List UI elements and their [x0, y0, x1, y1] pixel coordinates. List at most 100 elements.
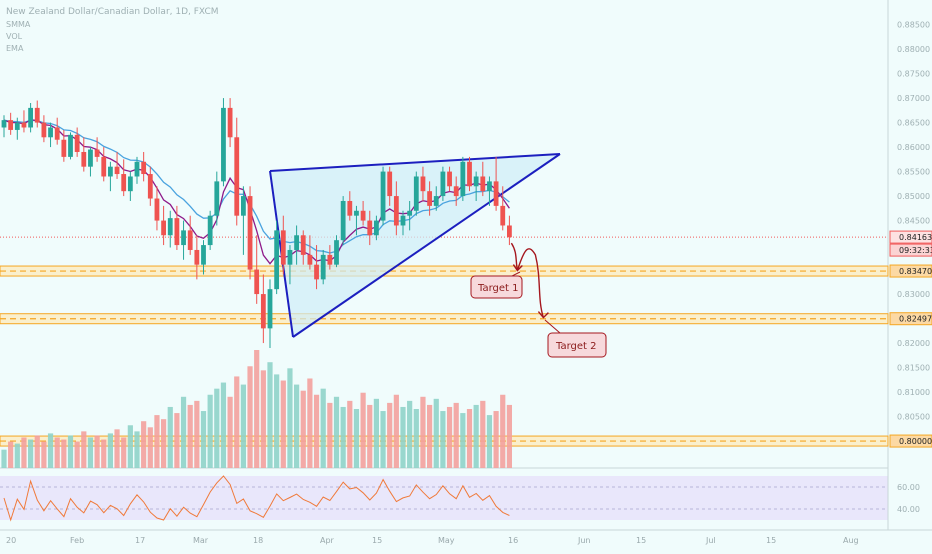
candle[interactable] — [447, 166, 452, 192]
candle[interactable] — [108, 161, 113, 192]
candle[interactable] — [254, 235, 260, 304]
wedge-upper-line[interactable] — [269, 153, 561, 172]
volume-bar — [446, 406, 453, 468]
candle[interactable] — [114, 151, 120, 179]
candle[interactable] — [507, 215, 512, 246]
candle[interactable] — [440, 166, 446, 201]
indicator-vol-label[interactable]: VOL — [6, 32, 23, 41]
candle[interactable] — [374, 215, 379, 241]
candle[interactable] — [227, 98, 233, 148]
candle[interactable] — [287, 245, 293, 285]
volume-bar — [320, 388, 326, 468]
candle[interactable] — [154, 186, 160, 231]
candle[interactable] — [201, 240, 206, 275]
candle[interactable] — [207, 210, 213, 250]
volume-bar — [327, 402, 333, 468]
candle[interactable] — [294, 225, 299, 265]
candle[interactable] — [274, 220, 280, 295]
candle[interactable] — [467, 156, 472, 192]
candle-body — [420, 176, 426, 192]
candle[interactable] — [88, 147, 93, 177]
price-tag-box — [889, 243, 932, 257]
volume-bar — [61, 439, 67, 468]
candle[interactable] — [300, 230, 306, 265]
candle[interactable] — [141, 151, 147, 182]
candle[interactable] — [221, 98, 226, 187]
target-2-label[interactable]: Target 2 — [547, 332, 607, 358]
candle[interactable] — [34, 100, 40, 128]
candle[interactable] — [460, 156, 466, 201]
candle[interactable] — [134, 156, 140, 184]
candle[interactable] — [247, 186, 253, 280]
candle[interactable] — [181, 220, 186, 260]
candle[interactable] — [327, 245, 333, 270]
candle[interactable] — [493, 156, 499, 211]
candle[interactable] — [500, 186, 506, 231]
candle[interactable] — [8, 112, 14, 135]
candle[interactable] — [167, 210, 173, 248]
candle[interactable] — [367, 210, 373, 246]
candle[interactable] — [127, 171, 133, 201]
candle[interactable] — [68, 132, 73, 160]
candle[interactable] — [420, 166, 426, 201]
candle[interactable] — [54, 117, 60, 145]
candle[interactable] — [314, 245, 319, 290]
candle[interactable] — [14, 117, 20, 140]
x-tick-label: May — [438, 536, 455, 545]
candle[interactable] — [340, 196, 346, 246]
candle[interactable] — [147, 166, 153, 206]
candle[interactable] — [187, 215, 193, 255]
volume-bar — [21, 437, 27, 468]
candle[interactable] — [28, 102, 33, 133]
candle[interactable] — [260, 274, 266, 344]
candle[interactable] — [161, 205, 166, 246]
candle[interactable] — [280, 215, 286, 275]
candle[interactable] — [241, 186, 246, 255]
candle[interactable] — [214, 171, 220, 226]
candle[interactable] — [81, 137, 87, 172]
candle[interactable] — [74, 127, 80, 157]
candle[interactable] — [234, 117, 240, 226]
indicator-smma-label[interactable]: SMMA — [6, 20, 31, 29]
candle[interactable] — [480, 161, 486, 197]
candle[interactable] — [174, 205, 180, 250]
candle[interactable] — [413, 171, 419, 216]
candle[interactable] — [433, 186, 439, 211]
candle[interactable] — [194, 235, 200, 280]
y-tick-label: 0.82000 — [897, 339, 930, 348]
candle[interactable] — [400, 210, 406, 236]
candle[interactable] — [393, 181, 399, 236]
candle[interactable] — [1, 115, 7, 138]
candle[interactable] — [427, 181, 432, 216]
candle[interactable] — [267, 279, 273, 348]
candle[interactable] — [354, 205, 359, 236]
candle[interactable] — [334, 235, 339, 268]
candle[interactable] — [473, 171, 479, 201]
target-1-label[interactable]: Target 1 — [470, 275, 523, 299]
candle[interactable] — [41, 115, 47, 143]
candle[interactable] — [387, 166, 393, 206]
arrow-head — [512, 264, 523, 272]
candle[interactable] — [487, 176, 492, 206]
candle[interactable] — [360, 200, 366, 226]
candle[interactable] — [320, 249, 326, 285]
volume-bar — [480, 400, 486, 468]
wedge-lower-line[interactable] — [292, 153, 561, 338]
candle[interactable] — [380, 166, 386, 226]
indicator-ema-label[interactable]: EMA — [6, 44, 24, 53]
candle[interactable] — [121, 159, 127, 197]
candle-body — [141, 161, 147, 175]
candle[interactable] — [48, 122, 53, 148]
candle[interactable] — [347, 191, 353, 221]
candle[interactable] — [61, 129, 67, 162]
candle[interactable] — [407, 200, 413, 231]
candle[interactable] — [94, 137, 100, 162]
x-tick-label: Aug — [843, 536, 859, 545]
candle[interactable] — [101, 147, 107, 182]
candle-body — [334, 240, 339, 265]
candle[interactable] — [307, 235, 313, 270]
candle[interactable] — [453, 176, 459, 206]
candle[interactable] — [21, 110, 27, 133]
